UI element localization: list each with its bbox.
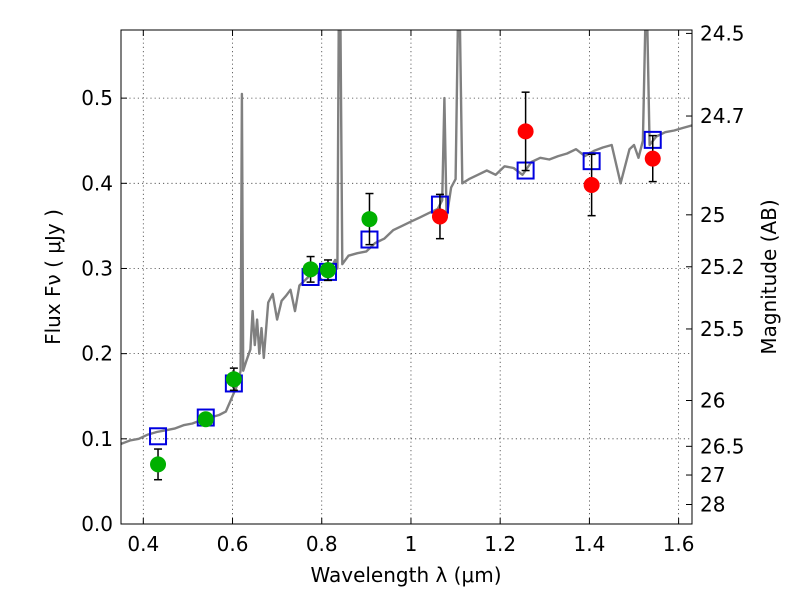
observed-point <box>225 371 242 388</box>
x-tick-label: 0.8 <box>306 532 338 556</box>
observed-point <box>197 411 214 428</box>
y2-tick-label: 24.7 <box>700 104 745 128</box>
y-tick-label: 0.2 <box>81 342 113 366</box>
spectrum-line <box>121 30 692 446</box>
y2-tick-label: 25.5 <box>700 317 745 341</box>
y2-axis-title: Magnitude (AB) <box>757 199 781 354</box>
observed-point <box>319 262 336 279</box>
y2-tick-label: 25 <box>700 203 725 227</box>
y-tick-label: 0.1 <box>81 427 113 451</box>
observed-photometry-layer <box>150 91 661 481</box>
axis-layer: 0.4 0.6 0.8 1 1.2 1.4 1.6 0.0 0.1 0.2 0.3 0.4 0.5 24.… <box>81 21 744 556</box>
x-axis-title: Wavelength λ (μm) <box>310 563 501 587</box>
y2-tick-label: 25.2 <box>700 255 745 279</box>
observed-point <box>302 261 319 278</box>
observed-point <box>644 150 661 167</box>
y-tick-label: 0.3 <box>81 256 113 280</box>
x-tick-label: 1.2 <box>484 532 516 556</box>
x-tick-label: 0.4 <box>127 532 159 556</box>
y2-tick-label: 24.5 <box>700 21 745 45</box>
y2-tick-label: 26.5 <box>700 434 745 458</box>
observed-point <box>150 456 167 473</box>
model-photometry-box <box>149 427 168 446</box>
x-tick-label: 0.6 <box>217 532 249 556</box>
x-tick-label: 1 <box>405 532 418 556</box>
model-photometry-layer <box>149 130 662 446</box>
observed-point <box>517 123 534 140</box>
observed-point <box>431 208 448 225</box>
y2-tick-label: 28 <box>700 492 725 516</box>
plot-frame <box>120 29 693 525</box>
y-axis-title: Flux Fν ( μJy ) <box>41 209 65 345</box>
x-tick-label: 1.4 <box>573 532 605 556</box>
grid-layer <box>121 30 692 525</box>
observed-point <box>583 177 600 194</box>
y2-tick-label: 27 <box>700 463 725 487</box>
x-tick-label: 1.6 <box>663 532 695 556</box>
plot-area <box>121 30 692 481</box>
y2-tick-label: 26 <box>700 389 725 413</box>
y-tick-label: 0.4 <box>81 171 113 195</box>
y-tick-label: 0.5 <box>81 86 113 110</box>
observed-point <box>361 211 378 228</box>
spectrum-layer <box>121 30 692 446</box>
y-tick-label: 0.0 <box>81 512 113 536</box>
